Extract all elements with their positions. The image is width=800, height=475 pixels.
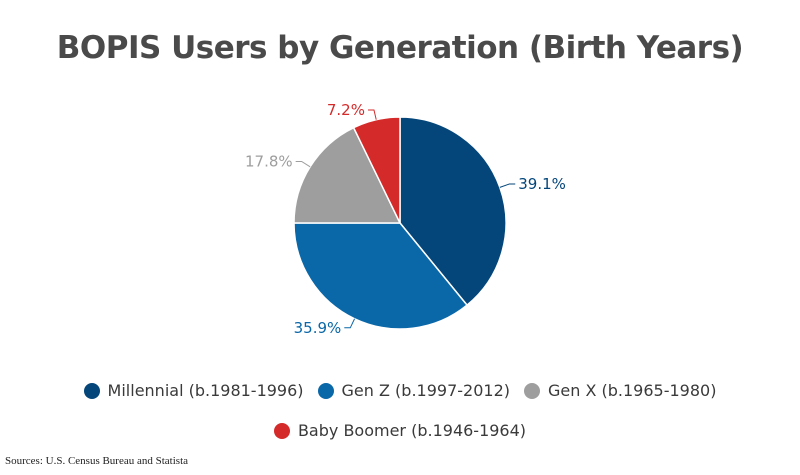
leader-line-baby-boomer (367, 109, 377, 120)
legend-swatch-gen-x (523, 382, 540, 399)
pie-slice-gen-z (293, 222, 469, 330)
data-label-gen-z: 35.9% (294, 319, 342, 337)
legend-item-millennial: Millennial (b.1981-1996) (83, 381, 304, 400)
leader-line-millennial (499, 183, 516, 188)
pie-slice-gen-x (293, 126, 402, 224)
pie-slice-baby-boomer (352, 116, 401, 224)
legend-swatch-gen-z (317, 382, 334, 399)
source-note: Sources: U.S. Census Bureau and Statista (5, 455, 189, 467)
legend-label-millennial: Millennial (b.1981-1996) (107, 381, 304, 400)
leader-line-gen-z (344, 318, 356, 329)
leader-line-gen-x (295, 160, 311, 168)
data-label-gen-x: 17.8% (245, 152, 293, 170)
legend-label-baby-boomer: Baby Boomer (b.1946-1964) (297, 421, 527, 440)
legend-item-baby-boomer: Baby Boomer (b.1946-1964) (273, 421, 527, 440)
legend-row-1: Millennial (b.1981-1996) Gen Z (b.1997-2… (0, 381, 800, 400)
pie-slice-millennial (399, 116, 507, 307)
data-label-millennial: 39.1% (518, 175, 566, 193)
legend-row-2: Baby Boomer (b.1946-1964) (0, 421, 800, 440)
legend-label-gen-z: Gen Z (b.1997-2012) (341, 381, 510, 400)
legend-swatch-millennial (83, 382, 100, 399)
legend-label-gen-x: Gen X (b.1965-1980) (547, 381, 717, 400)
legend-item-gen-z: Gen Z (b.1997-2012) (317, 381, 510, 400)
chart-title: BOPIS Users by Generation (Birth Years) (56, 30, 744, 66)
legend-swatch-baby-boomer (273, 422, 290, 439)
legend-item-gen-x: Gen X (b.1965-1980) (523, 381, 717, 400)
data-label-baby-boomer: 7.2% (327, 101, 365, 119)
